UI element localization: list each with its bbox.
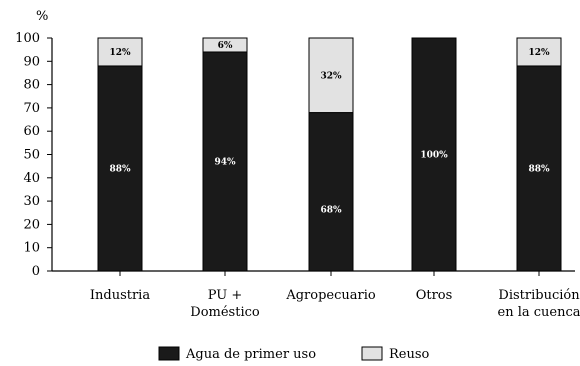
bar-segment-reuso	[308, 37, 354, 114]
bar-segment-primer-uso	[97, 65, 143, 272]
bars: 88% 12% 94% 6% 68% 32% 100% 88% 12%	[97, 37, 562, 276]
bar-data-label: 68%	[320, 205, 342, 215]
y-tick-label: 100	[15, 31, 40, 46]
bar-data-label: 94%	[214, 157, 236, 167]
y-tick-label: 10	[23, 241, 40, 256]
y-tick-label: 80	[23, 78, 40, 93]
y-tick-label: 90	[23, 54, 40, 69]
x-category-label: Agropecuario	[285, 288, 376, 303]
bar-segment-reuso	[202, 37, 248, 53]
x-category-label: PU + Doméstico	[190, 288, 260, 320]
bar-data-label: 32%	[320, 71, 342, 81]
y-axis-ticks: 0 10 20 30 40 50 60 70 80 90 100	[15, 31, 52, 279]
x-category-label: Otros	[416, 288, 453, 303]
y-tick-label: 30	[23, 194, 40, 209]
bar-data-label: 88%	[528, 164, 550, 174]
bar-data-label: 12%	[109, 48, 131, 58]
bar-data-label: 6%	[218, 41, 233, 51]
bar-data-label: 12%	[528, 48, 550, 58]
legend: Agua de primer uso Reuso	[158, 346, 430, 362]
bar-segment-reuso	[97, 37, 143, 67]
y-tick-label: 0	[32, 264, 40, 279]
y-tick-label: 20	[23, 217, 40, 232]
x-category-label: Distribución en la cuenca	[498, 288, 580, 320]
y-tick-label: 60	[23, 124, 40, 139]
legend-item-primer-uso-swatch	[158, 346, 180, 361]
y-unit-label: %	[36, 9, 48, 24]
bar-segment-primer-uso	[308, 112, 354, 272]
bar-segment-reuso	[516, 37, 562, 67]
bar-data-label: 100%	[420, 151, 448, 161]
bar-segment-primer-uso	[202, 51, 248, 272]
x-axis-labels: Industria PU + Doméstico Agropecuario Otros D…	[90, 288, 580, 320]
x-category-label: Industria	[90, 288, 150, 303]
y-tick-label: 70	[23, 101, 40, 116]
bar-segment-primer-uso	[411, 37, 457, 272]
y-tick-label: 40	[23, 171, 40, 186]
y-tick-label: 50	[23, 148, 40, 163]
legend-item-reuso-label: Reuso	[389, 347, 430, 362]
legend-item-reuso-swatch	[361, 346, 383, 361]
legend-item-primer-uso-label: Agua de primer uso	[185, 347, 316, 362]
bar-data-label: 88%	[109, 164, 131, 174]
